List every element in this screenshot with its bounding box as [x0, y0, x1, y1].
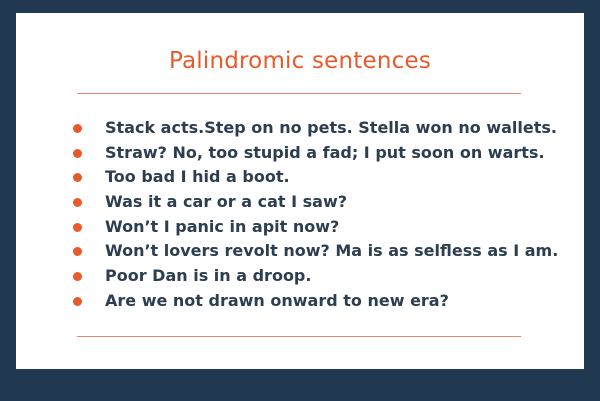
sentence-list: Stack acts.Step on no pets. Stella won n… [71, 116, 558, 314]
bullet-icon [73, 272, 82, 282]
sentence-text: Won’t I panic in apit now? [105, 216, 340, 236]
list-item: Are we not drawn onward to new era? [71, 289, 558, 314]
sentence-text: Was it a car or a cat I saw? [105, 192, 348, 212]
sentence-text: Won’t lovers revolt now? Ma is as selfle… [105, 241, 559, 261]
list-item: Stack acts.Step on no pets. Stella won n… [71, 116, 558, 141]
bottom-divider [77, 336, 521, 337]
bullet-icon [73, 148, 82, 158]
sentence-text: Stack acts.Step on no pets. Stella won n… [105, 118, 557, 137]
list-item: Was it a car or a cat I saw? [71, 190, 558, 215]
list-item: Won’t I panic in apit now? [71, 215, 558, 240]
bullet-icon [73, 296, 82, 306]
top-divider [77, 93, 521, 94]
sentence-text: Too bad I hid a boot. [105, 167, 290, 187]
slide-card: Palindromic sentences Stack acts.Step on… [16, 13, 584, 369]
list-item: Straw? No, too stupid a fad; I put soon … [71, 141, 558, 166]
bullet-icon [73, 173, 82, 183]
slide-title: Palindromic sentences [168, 48, 432, 74]
sentence-text: Poor Dan is in a droop. [105, 266, 312, 286]
bullet-icon [73, 198, 82, 208]
list-item: Poor Dan is in a droop. [71, 264, 558, 289]
sentence-text: Straw? No, too stupid a fad; I put soon … [105, 142, 545, 162]
list-item: Won’t lovers revolt now? Ma is as selfle… [71, 239, 558, 264]
sentence-text: Are we not drawn onward to new era? [105, 290, 449, 310]
list-item: Too bad I hid a boot. [71, 165, 558, 190]
bullet-icon [73, 124, 82, 133]
bullet-icon [73, 247, 82, 257]
bullet-icon [73, 222, 82, 232]
